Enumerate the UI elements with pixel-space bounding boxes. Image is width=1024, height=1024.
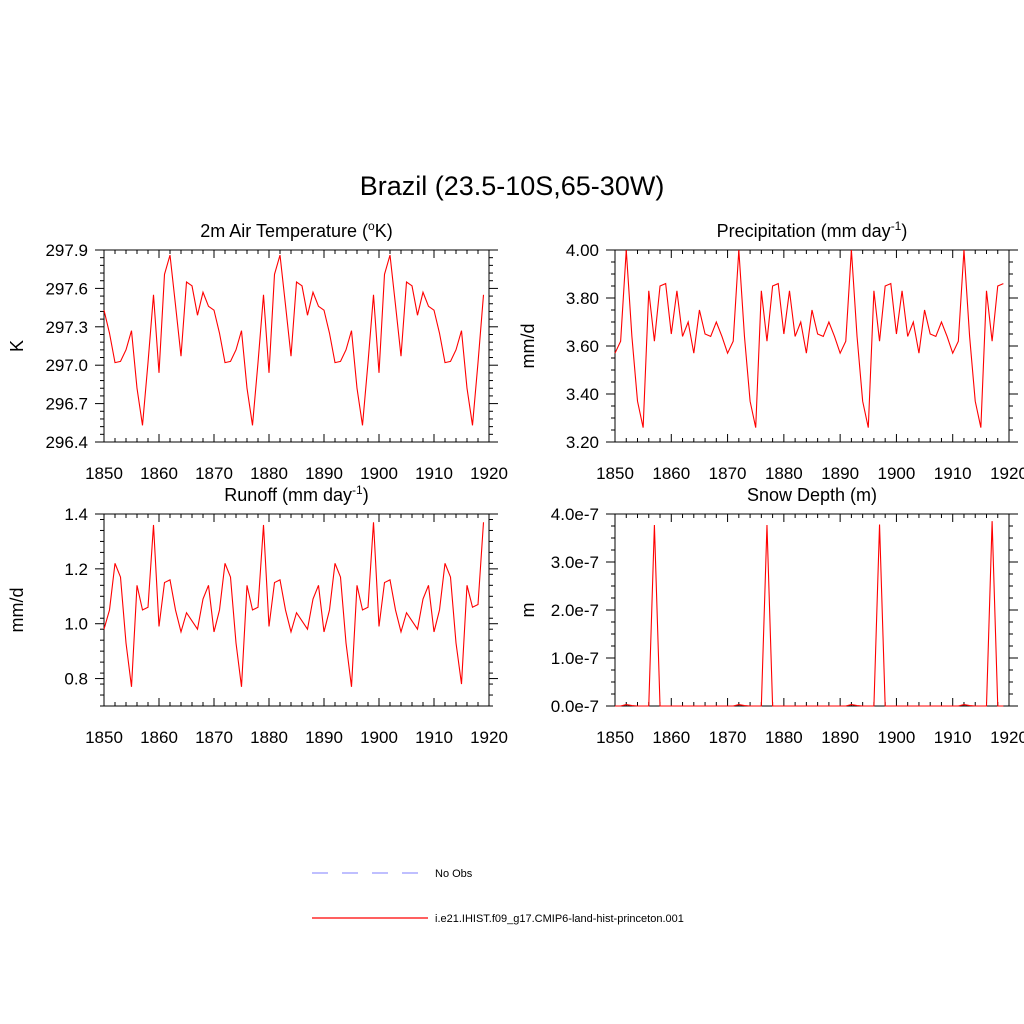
legend: No Obs i.e21.IHIST.f09_g17.CMIP6-land-hi… [312,868,684,925]
x-tick-label: 1890 [821,464,859,483]
series-line [615,521,1004,707]
panel-title-text-end: ) [901,221,907,241]
chart-panel-2: Precipitation (mm day-1) mm/d 1850 1860 1870… [518,219,1024,483]
x-tick-label: 1890 [305,464,343,483]
x-tick-label: 1880 [765,464,803,483]
y-tick-label: 297.3 [45,318,88,337]
plot-frame [103,513,490,707]
legend-label-no-obs: No Obs [435,868,473,880]
x-tick-label: 1860 [652,464,690,483]
x-tick-label: 1860 [140,464,178,483]
panel-title-text: 2m Air Temperature ( [200,221,368,241]
x-tick-label: 1920 [470,728,508,747]
x-tick-label: 1890 [305,728,343,747]
x-tick-label: 1870 [195,728,233,747]
y-tick-label: 297.0 [45,356,88,375]
panel-title-text: Snow Depth (m) [747,485,877,505]
x-tick-label: 1900 [360,464,398,483]
x-tick-label: 1850 [596,464,634,483]
x-tick-label: 1900 [878,464,916,483]
x-tick-label: 1900 [360,728,398,747]
x-tick-label: 1910 [415,464,453,483]
series-line [103,522,485,687]
plot-frame [103,249,490,443]
x-tick-label: 1910 [934,728,972,747]
y-tick-label: 1.0 [64,615,88,634]
y-axis-label: mm/d [7,588,27,633]
y-tick-label: 0.8 [64,670,88,689]
x-tick-label: 1850 [596,728,634,747]
panel-title: 2m Air Temperature (oK) [200,219,392,241]
y-tick-label: 4.00 [566,241,599,260]
x-tick-label: 1870 [195,464,233,483]
panel-title-superscript: -1 [352,483,363,497]
x-tick-label: 1900 [878,728,916,747]
figure-title: Brazil (23.5-10S,65-30W) [360,171,665,201]
x-tick-label: 1880 [765,728,803,747]
x-tick-label: 1910 [415,728,453,747]
y-tick-label: 297.9 [45,241,88,260]
y-tick-label: 3.0e-7 [551,553,599,572]
y-tick-label: 296.7 [45,395,88,414]
y-tick-label: 296.4 [45,433,88,452]
y-tick-label: 3.20 [566,433,599,452]
x-tick-label: 1870 [709,464,747,483]
x-tick-label: 1920 [470,464,508,483]
x-tick-label: 1890 [821,728,859,747]
y-tick-label: 1.2 [64,560,88,579]
panel-title-text-end: K) [375,221,393,241]
y-tick-label: 2.0e-7 [551,601,599,620]
y-tick-label: 0.0e-7 [551,697,599,716]
x-tick-label: 1910 [934,464,972,483]
plot-frame [614,513,1010,707]
panel-title: Precipitation (mm day-1) [717,219,908,241]
x-tick-label: 1860 [140,728,178,747]
panel-title-text: Runoff (mm day [224,485,352,505]
chart-panel-4: Snow Depth (m) m 1850 1860 1870 1880 1890 1900 1… [518,485,1024,747]
x-tick-label: 1880 [250,728,288,747]
y-axis-label: mm/d [518,324,538,369]
x-tick-label: 1860 [652,728,690,747]
panel-title-superscript: -1 [891,219,902,233]
y-tick-label: 4.0e-7 [551,505,599,524]
panel-title: Snow Depth (m) [747,485,877,505]
y-tick-label: 3.40 [566,385,599,404]
y-tick-label: 1.0e-7 [551,649,599,668]
y-tick-label: 3.80 [566,289,599,308]
chart-panel-3: Runoff (mm day-1) mm/d 1850 1860 1870 1880 189… [7,483,508,747]
y-tick-label: 3.60 [566,337,599,356]
x-tick-label: 1920 [990,464,1024,483]
chart-panel-1: 2m Air Temperature (oK) K 1850 1860 1870 1880… [7,219,508,483]
x-tick-label: 1850 [85,464,123,483]
x-tick-label: 1920 [990,728,1024,747]
x-tick-label: 1880 [250,464,288,483]
series-line [614,249,1004,428]
series-line [103,254,485,426]
x-tick-label: 1850 [85,728,123,747]
chart-panels: 2m Air Temperature (oK) K 1850 1860 1870 1880… [7,219,1024,747]
legend-label-model: i.e21.IHIST.f09_g17.CMIP6-land-hist-prin… [435,913,684,925]
panel-title: Runoff (mm day-1) [224,483,368,505]
x-tick-label: 1870 [709,728,747,747]
panel-title-superscript: o [368,219,375,233]
panel-title-text-end: ) [363,485,369,505]
y-axis-label: K [7,340,27,352]
y-tick-label: 297.6 [45,279,88,298]
panel-title-text: Precipitation (mm day [717,221,891,241]
y-axis-label: m [518,603,538,618]
y-tick-label: 1.4 [64,505,88,524]
